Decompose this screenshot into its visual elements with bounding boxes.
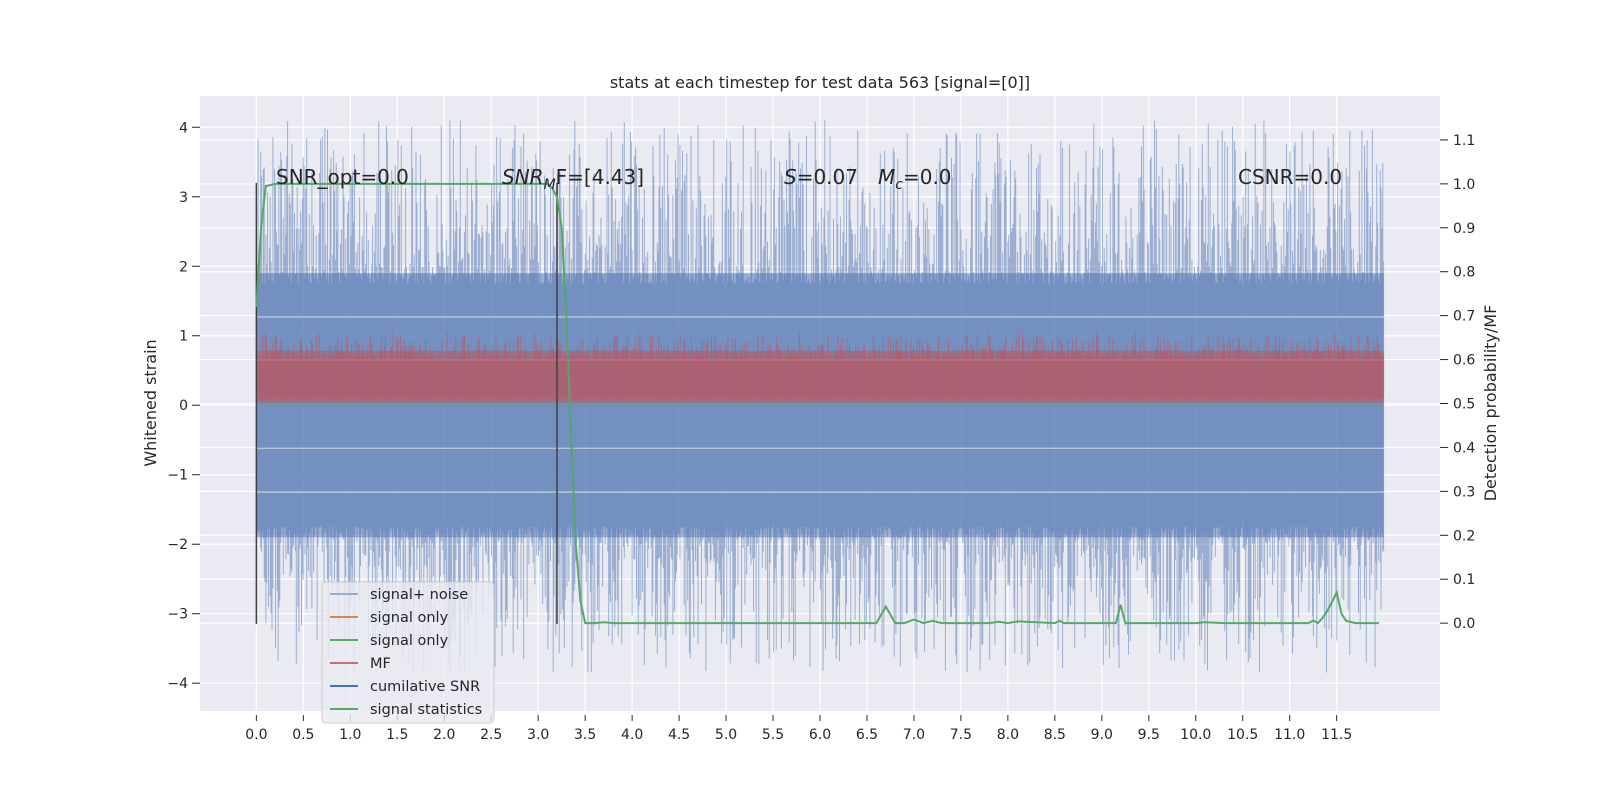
x-tick-label-1: 0.5 [292, 727, 314, 743]
legend-label-mf: MF [370, 656, 391, 672]
x-tick-label-21: 10.5 [1227, 727, 1258, 743]
y-axis-right-label: Detection probability/MF [1481, 305, 1500, 502]
x-tick-label-15: 7.5 [950, 727, 972, 743]
x-tick-label-14: 7.0 [903, 727, 925, 743]
y-left-tick-label-8: 4 [179, 120, 188, 136]
x-tick-label-2: 1.0 [339, 727, 361, 743]
x-tick-label-23: 11.5 [1321, 727, 1352, 743]
series-mf [255, 333, 1385, 404]
x-axis-ticks: 0.0 0.5 1.0 1.5 2.0 2.5 3.0 3.5 4.0 4.5 5.0 5.5 6.0 6… [245, 715, 1352, 743]
y-axis-left-label: Whitened strain [141, 339, 160, 466]
y-left-tick-label-2: −2 [167, 537, 188, 553]
x-tick-label-17: 8.5 [1044, 727, 1066, 743]
signal-statistics-line [255, 182, 1379, 625]
annotation-snr-opt: SNR_opt=0.0 [276, 165, 409, 189]
y-right-tick-label-5: 0.5 [1453, 397, 1475, 413]
y-axis-right-ticks: 0.0 0.1 0.2 0.3 0.4 0.5 0.6 0.7 0.8 0.9 1.0 1.1 [1440, 133, 1475, 632]
legend-label-signal-only-1: signal only [370, 610, 449, 626]
legend-frame [321, 581, 495, 724]
y-right-tick-label-7: 0.7 [1453, 309, 1475, 325]
y-right-tick-label-2: 0.2 [1453, 528, 1475, 544]
y-left-tick-label-0: −4 [167, 676, 188, 692]
legend-label-signal-statistics: signal statistics [370, 702, 482, 718]
y-right-tick-label-3: 0.3 [1453, 484, 1475, 500]
x-tick-label-9: 4.5 [668, 727, 690, 743]
vertical-markers [255, 182, 558, 625]
x-tick-label-5: 2.5 [480, 727, 502, 743]
y-right-tick-label-10: 1.0 [1453, 177, 1475, 193]
x-tick-label-3: 1.5 [386, 727, 408, 743]
annotation-s: S=0.07 [784, 165, 858, 189]
y-right-tick-label-4: 0.4 [1453, 440, 1475, 456]
x-tick-label-7: 3.5 [574, 727, 596, 743]
x-tick-label-0: 0.0 [245, 727, 267, 743]
chart-title: stats at each timestep for test data 563… [610, 73, 1030, 92]
x-tick-label-6: 3.0 [527, 727, 549, 743]
x-tick-label-19: 9.5 [1138, 727, 1160, 743]
y-left-tick-label-3: −1 [167, 468, 188, 484]
x-tick-label-18: 9.0 [1091, 727, 1113, 743]
x-tick-label-8: 4.0 [621, 727, 643, 743]
legend-label-signal-only-2: signal only [370, 633, 449, 649]
y-right-tick-label-8: 0.8 [1453, 265, 1475, 281]
legend: signal+ noise signal only signal only MF… [321, 581, 495, 724]
x-tick-label-16: 8.0 [997, 727, 1019, 743]
y-right-tick-label-9: 0.9 [1453, 221, 1475, 237]
x-tick-label-4: 2.0 [433, 727, 455, 743]
series-signal-statistics [255, 182, 1379, 625]
x-tick-label-13: 6.5 [856, 727, 878, 743]
y-left-tick-label-4: 0 [179, 398, 188, 414]
y-axis-left-ticks: −4 −3 −2 −1 0 1 2 3 4 [167, 120, 200, 692]
y-right-tick-label-11: 1.1 [1453, 133, 1475, 149]
legend-label-cumulative-snr: cumilative SNR [370, 679, 480, 695]
annotation-snr-mf: SNRMF=[4.43] [502, 165, 644, 193]
x-tick-label-22: 11.0 [1274, 727, 1305, 743]
x-tick-label-12: 6.0 [809, 727, 831, 743]
annotation-csnr: CSNR=0.0 [1238, 165, 1342, 189]
y-left-tick-label-6: 2 [179, 259, 188, 275]
x-tick-label-11: 5.5 [762, 727, 784, 743]
y-right-tick-label-6: 0.6 [1453, 353, 1475, 369]
annotation-mc: Mc=0.0 [878, 165, 952, 193]
y-left-tick-label-7: 3 [179, 190, 188, 206]
y-left-tick-label-1: −3 [167, 607, 188, 623]
y-left-tick-label-5: 1 [179, 329, 188, 345]
y-right-tick-label-0: 0.0 [1453, 616, 1475, 632]
y-right-tick-label-1: 0.1 [1453, 572, 1475, 588]
legend-label-signal-plus-noise: signal+ noise [370, 587, 468, 603]
x-tick-label-20: 10.0 [1180, 727, 1211, 743]
x-tick-label-10: 5.0 [715, 727, 737, 743]
